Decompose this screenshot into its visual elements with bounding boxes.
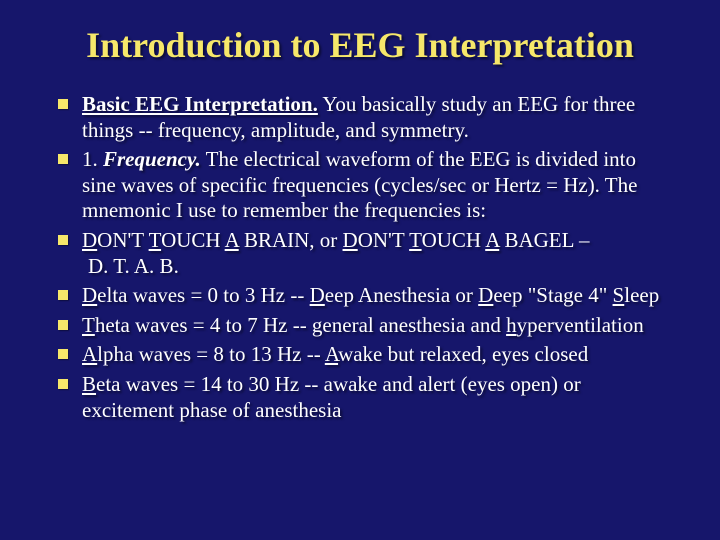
body-text: BAGEL: [499, 228, 573, 252]
body-text: heta waves = 4 to 7 Hz -- general anesth…: [95, 313, 506, 337]
underline-letter: D: [478, 283, 493, 307]
body-text: yperventilation: [517, 313, 644, 337]
underline-letter: h: [506, 313, 517, 337]
body-text: ON'T: [358, 228, 409, 252]
wave-letter: T: [82, 313, 95, 337]
keyword: Frequency.: [103, 147, 201, 171]
list-item: Alpha waves = 8 to 13 Hz -- Awake but re…: [46, 342, 674, 368]
underline-letter: S: [613, 283, 625, 307]
mnemonic-letter: A: [485, 228, 499, 252]
body-text: elta waves = 0 to 3 Hz --: [97, 283, 309, 307]
body-text: eta waves = 14 to 30 Hz -- awake and ale…: [82, 372, 581, 422]
underline-letter: A: [325, 342, 338, 366]
mnemonic-letter: D: [343, 228, 358, 252]
mnemonic-letter: T: [409, 228, 421, 252]
slide: Introduction to EEG Interpretation Basic…: [0, 0, 720, 540]
body-text: wake but relaxed, eyes closed: [338, 342, 588, 366]
list-item: Theta waves = 4 to 7 Hz -- general anest…: [46, 313, 674, 339]
body-text: –: [574, 228, 590, 252]
body-text: OUCH: [161, 228, 225, 252]
lead-phrase: Basic EEG Interpretation.: [82, 92, 318, 116]
body-text: ON'T: [97, 228, 148, 252]
body-text: 1.: [82, 147, 103, 171]
mnemonic-letter: A: [225, 228, 239, 252]
wave-letter: D: [82, 283, 97, 307]
mnemonic-line2: D. T. A. B.: [82, 254, 674, 280]
wave-letter: A: [82, 342, 97, 366]
mnemonic-letter: T: [149, 228, 161, 252]
body-text: eep "Stage 4": [493, 283, 612, 307]
body-text: leep: [624, 283, 659, 307]
body-text: lpha waves = 8 to 13 Hz --: [97, 342, 325, 366]
list-item: DON'T TOUCH A BRAIN, or DON'T TOUCH A BA…: [46, 228, 674, 279]
slide-title: Introduction to EEG Interpretation: [40, 24, 680, 66]
mnemonic-letter: D: [82, 228, 97, 252]
underline-letter: D: [310, 283, 325, 307]
wave-letter: B: [82, 372, 96, 396]
list-item: Beta waves = 14 to 30 Hz -- awake and al…: [46, 372, 674, 423]
list-item: 1. Frequency. The electrical waveform of…: [46, 147, 674, 224]
body-text: BRAIN, or: [239, 228, 343, 252]
bullet-list: Basic EEG Interpretation. You basically …: [40, 92, 680, 423]
body-text: OUCH: [422, 228, 486, 252]
list-item: Basic EEG Interpretation. You basically …: [46, 92, 674, 143]
list-item: Delta waves = 0 to 3 Hz -- Deep Anesthes…: [46, 283, 674, 309]
body-text: eep Anesthesia or: [325, 283, 478, 307]
